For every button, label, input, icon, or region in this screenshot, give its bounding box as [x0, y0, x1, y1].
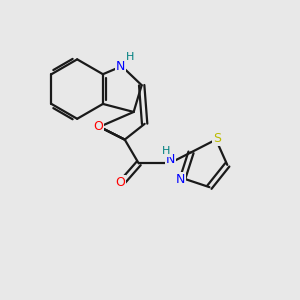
Text: N: N — [116, 60, 125, 73]
Text: N: N — [176, 173, 185, 186]
Text: H: H — [162, 146, 170, 156]
Text: S: S — [214, 132, 221, 145]
Text: N: N — [166, 153, 176, 166]
Text: O: O — [93, 120, 103, 133]
Text: O: O — [115, 176, 125, 189]
Text: H: H — [126, 52, 134, 62]
